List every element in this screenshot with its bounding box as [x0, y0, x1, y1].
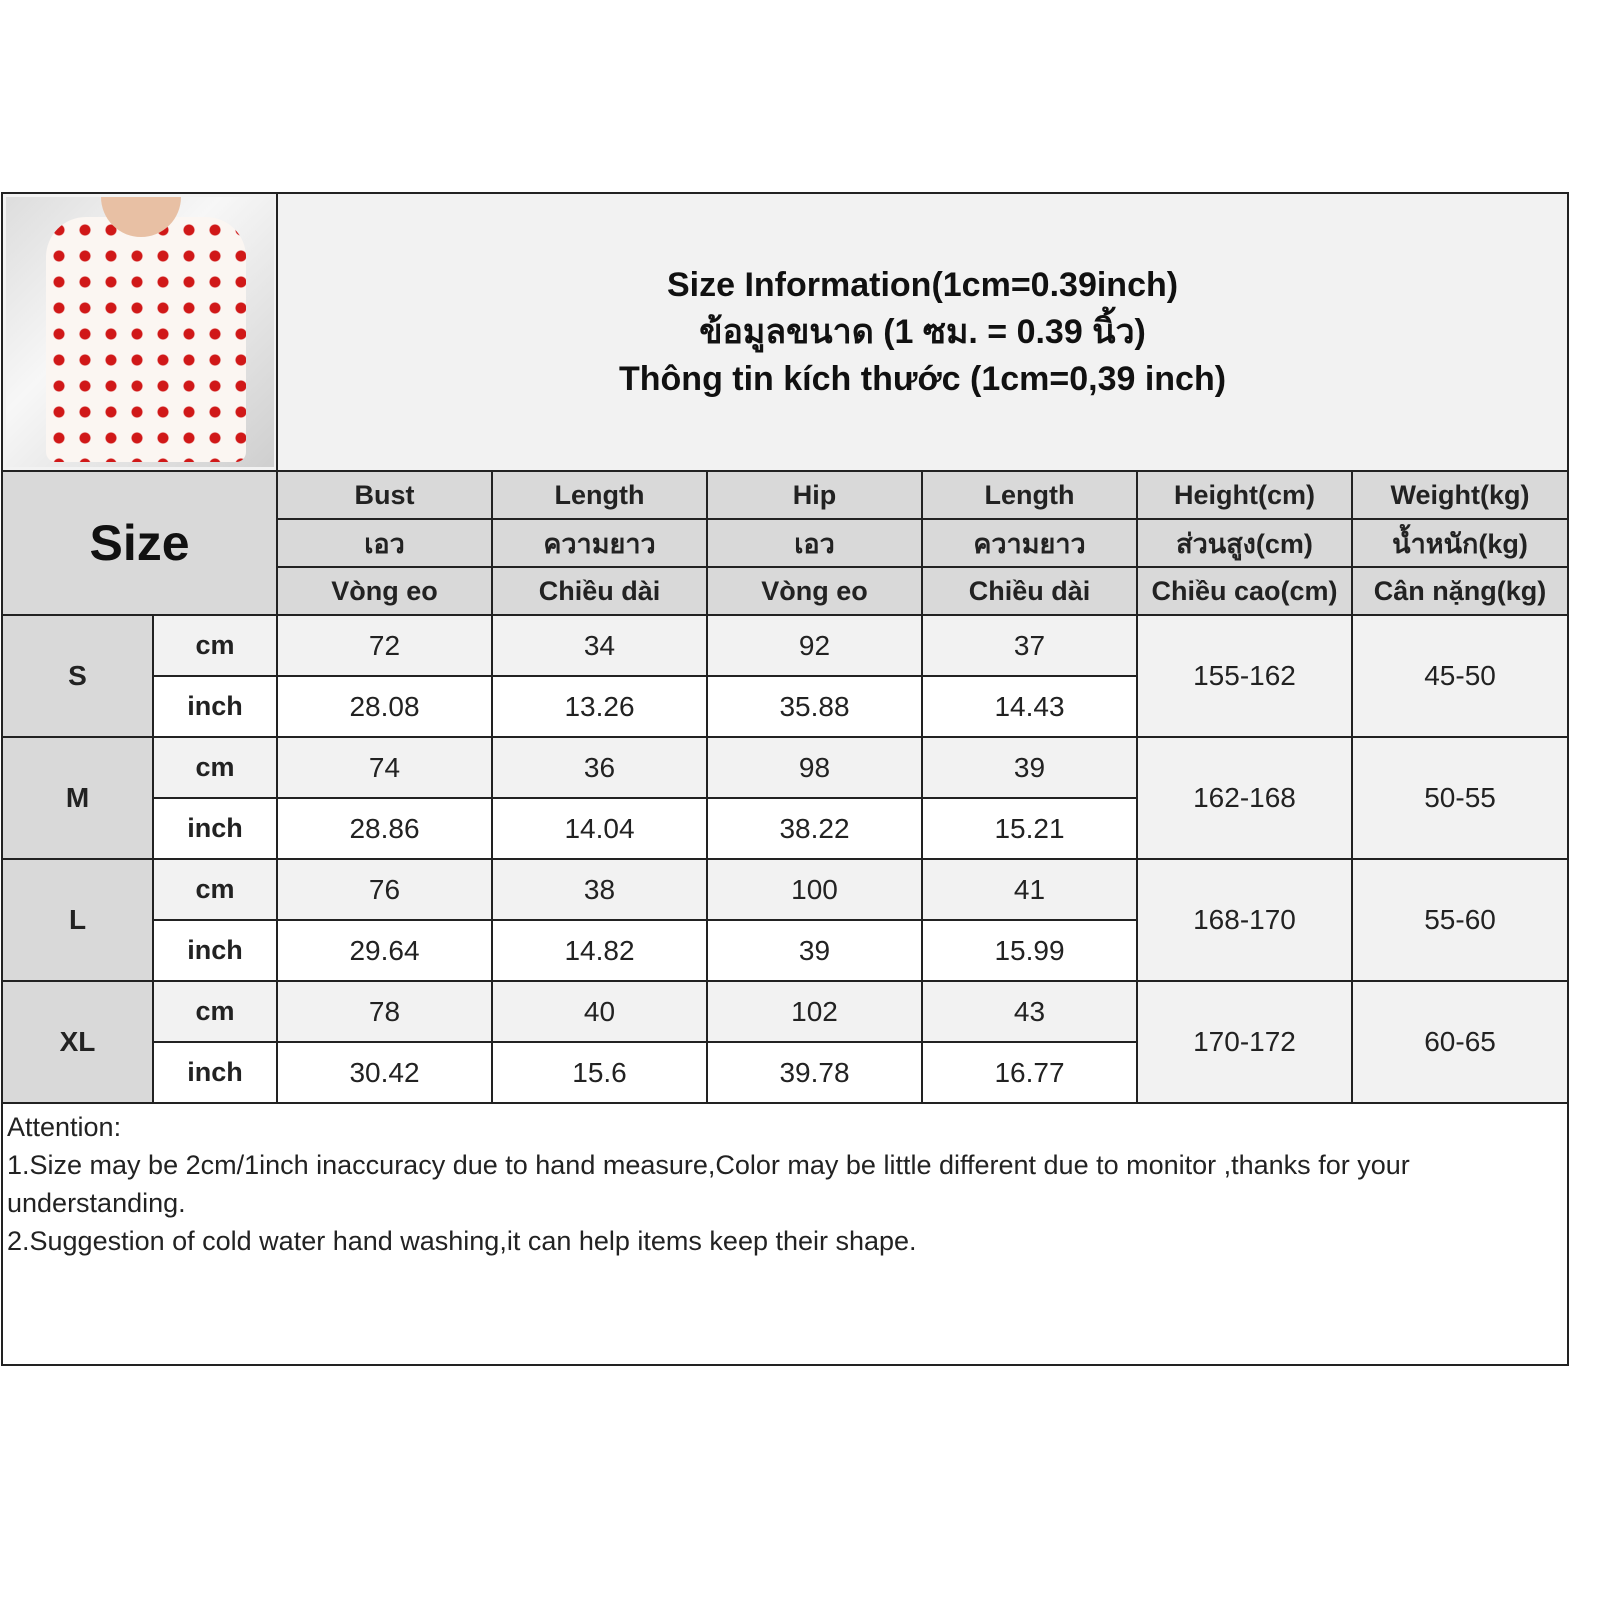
unit-label: inch	[152, 675, 278, 738]
measurement-cell: 35.88	[706, 675, 923, 738]
measurement-cell: 78	[276, 980, 493, 1043]
size-label: M	[1, 736, 154, 860]
unit-label: cm	[152, 736, 278, 799]
title-th: ข้อมูลขนาด (1 ซม. = 0.39 นิ้ว)	[699, 312, 1146, 351]
product-photo-cell	[1, 192, 278, 472]
size-label: L	[1, 858, 154, 982]
column-header-th: ความยาว	[491, 518, 708, 568]
unit-label: cm	[152, 858, 278, 921]
column-header: Length	[491, 470, 708, 520]
unit-label: inch	[152, 797, 278, 860]
column-header-vi: Chiều cao(cm)	[1136, 566, 1353, 616]
title-vi: Thông tin kích thước (1cm=0,39 inch)	[619, 359, 1227, 398]
measurement-cell: 13.26	[491, 675, 708, 738]
measurement-cell: 74	[276, 736, 493, 799]
column-header: Bust	[276, 470, 493, 520]
size-row-inch: inch 30.42 15.6 39.78 16.77	[2, 1041, 1568, 1104]
height-range: 162-168	[1136, 736, 1353, 860]
note-item: 1.Size may be 2cm/1inch inaccuracy due t…	[7, 1150, 1410, 1218]
measurement-cell: 14.04	[491, 797, 708, 860]
column-header-th: ส่วนสูง(cm)	[1136, 518, 1353, 568]
measurement-cell: 28.08	[276, 675, 493, 738]
size-row-inch: inch 28.08 13.26 35.88 14.43	[2, 675, 1568, 738]
column-header: Weight(kg)	[1350, 470, 1570, 520]
weight-range: 60-65	[1350, 980, 1570, 1104]
measurement-cell: 29.64	[276, 919, 493, 982]
notes-heading: Attention:	[7, 1112, 122, 1142]
measurement-cell: 15.6	[491, 1041, 708, 1104]
column-header-vi: Vòng eo	[706, 566, 923, 616]
measurement-cell: 72	[276, 614, 493, 677]
unit-label: cm	[152, 980, 278, 1043]
column-header-vi: Vòng eo	[276, 566, 493, 616]
column-header-vi: Chiều dài	[921, 566, 1138, 616]
unit-label: cm	[152, 614, 278, 677]
column-header: Length	[921, 470, 1138, 520]
measurement-cell: 76	[276, 858, 493, 921]
measurement-cell: 30.42	[276, 1041, 493, 1104]
height-range: 170-172	[1136, 980, 1353, 1104]
measurement-cell: 98	[706, 736, 923, 799]
measurement-cell: 39.78	[706, 1041, 923, 1104]
height-range: 168-170	[1136, 858, 1353, 982]
attention-notes: Attention: 1.Size may be 2cm/1inch inacc…	[0, 1102, 1570, 1366]
unit-label: inch	[152, 1041, 278, 1104]
measurement-cell: 39	[706, 919, 923, 982]
size-label: XL	[1, 980, 154, 1104]
height-range: 155-162	[1136, 614, 1353, 738]
measurement-cell: 102	[706, 980, 923, 1043]
column-header-vi: Cân nặng(kg)	[1350, 566, 1570, 616]
measurement-cell: 14.82	[491, 919, 708, 982]
product-photo	[5, 197, 274, 467]
measurement-cell: 40	[491, 980, 708, 1043]
column-header-vi: Chiều dài	[491, 566, 708, 616]
column-header-th: ความยาว	[921, 518, 1138, 568]
column-header-th: เอว	[276, 518, 493, 568]
measurement-cell: 100	[706, 858, 923, 921]
size-label: S	[1, 614, 154, 738]
weight-range: 50-55	[1350, 736, 1570, 860]
measurement-cell: 16.77	[921, 1041, 1138, 1104]
note-item: 2.Suggestion of cold water hand washing,…	[7, 1226, 917, 1256]
weight-range: 45-50	[1350, 614, 1570, 738]
title-en: Size Information(1cm=0.39inch)	[666, 265, 1179, 304]
weight-range: 55-60	[1350, 858, 1570, 982]
measurement-cell: 15.21	[921, 797, 1138, 860]
measurement-cell: 38	[491, 858, 708, 921]
column-header-th: น้ำหนัก(kg)	[1350, 518, 1570, 568]
measurement-cell: 36	[491, 736, 708, 799]
measurement-cell: 38.22	[706, 797, 923, 860]
measurement-cell: 43	[921, 980, 1138, 1043]
size-row-cm: XL cm 78 40 102 43 170-172 60-65	[1, 980, 1570, 1104]
measurement-cell: 15.99	[921, 919, 1138, 982]
measurement-cell: 92	[706, 614, 923, 677]
column-header-th: เอว	[706, 518, 923, 568]
measurement-cell: 41	[921, 858, 1138, 921]
measurement-cell: 28.86	[276, 797, 493, 860]
unit-label: inch	[152, 919, 278, 982]
size-chart-table: Size Information(1cm=0.39inch) ข้อมูลขนา…	[0, 192, 1570, 1366]
size-header: Size	[1, 470, 278, 616]
measurement-cell: 39	[921, 736, 1138, 799]
heart-print-pajama-image	[45, 217, 246, 462]
size-information-title: Size Information(1cm=0.39inch) ข้อมูลขนา…	[275, 192, 1570, 472]
column-header: Height(cm)	[1136, 470, 1353, 520]
measurement-cell: 14.43	[921, 675, 1138, 738]
size-row-inch: inch 29.64 14.82 39 15.99	[2, 919, 1568, 982]
size-row-inch: inch 28.86 14.04 38.22 15.21	[2, 797, 1568, 860]
column-header: Hip	[706, 470, 923, 520]
measurement-cell: 37	[921, 614, 1138, 677]
measurement-cell: 34	[491, 614, 708, 677]
